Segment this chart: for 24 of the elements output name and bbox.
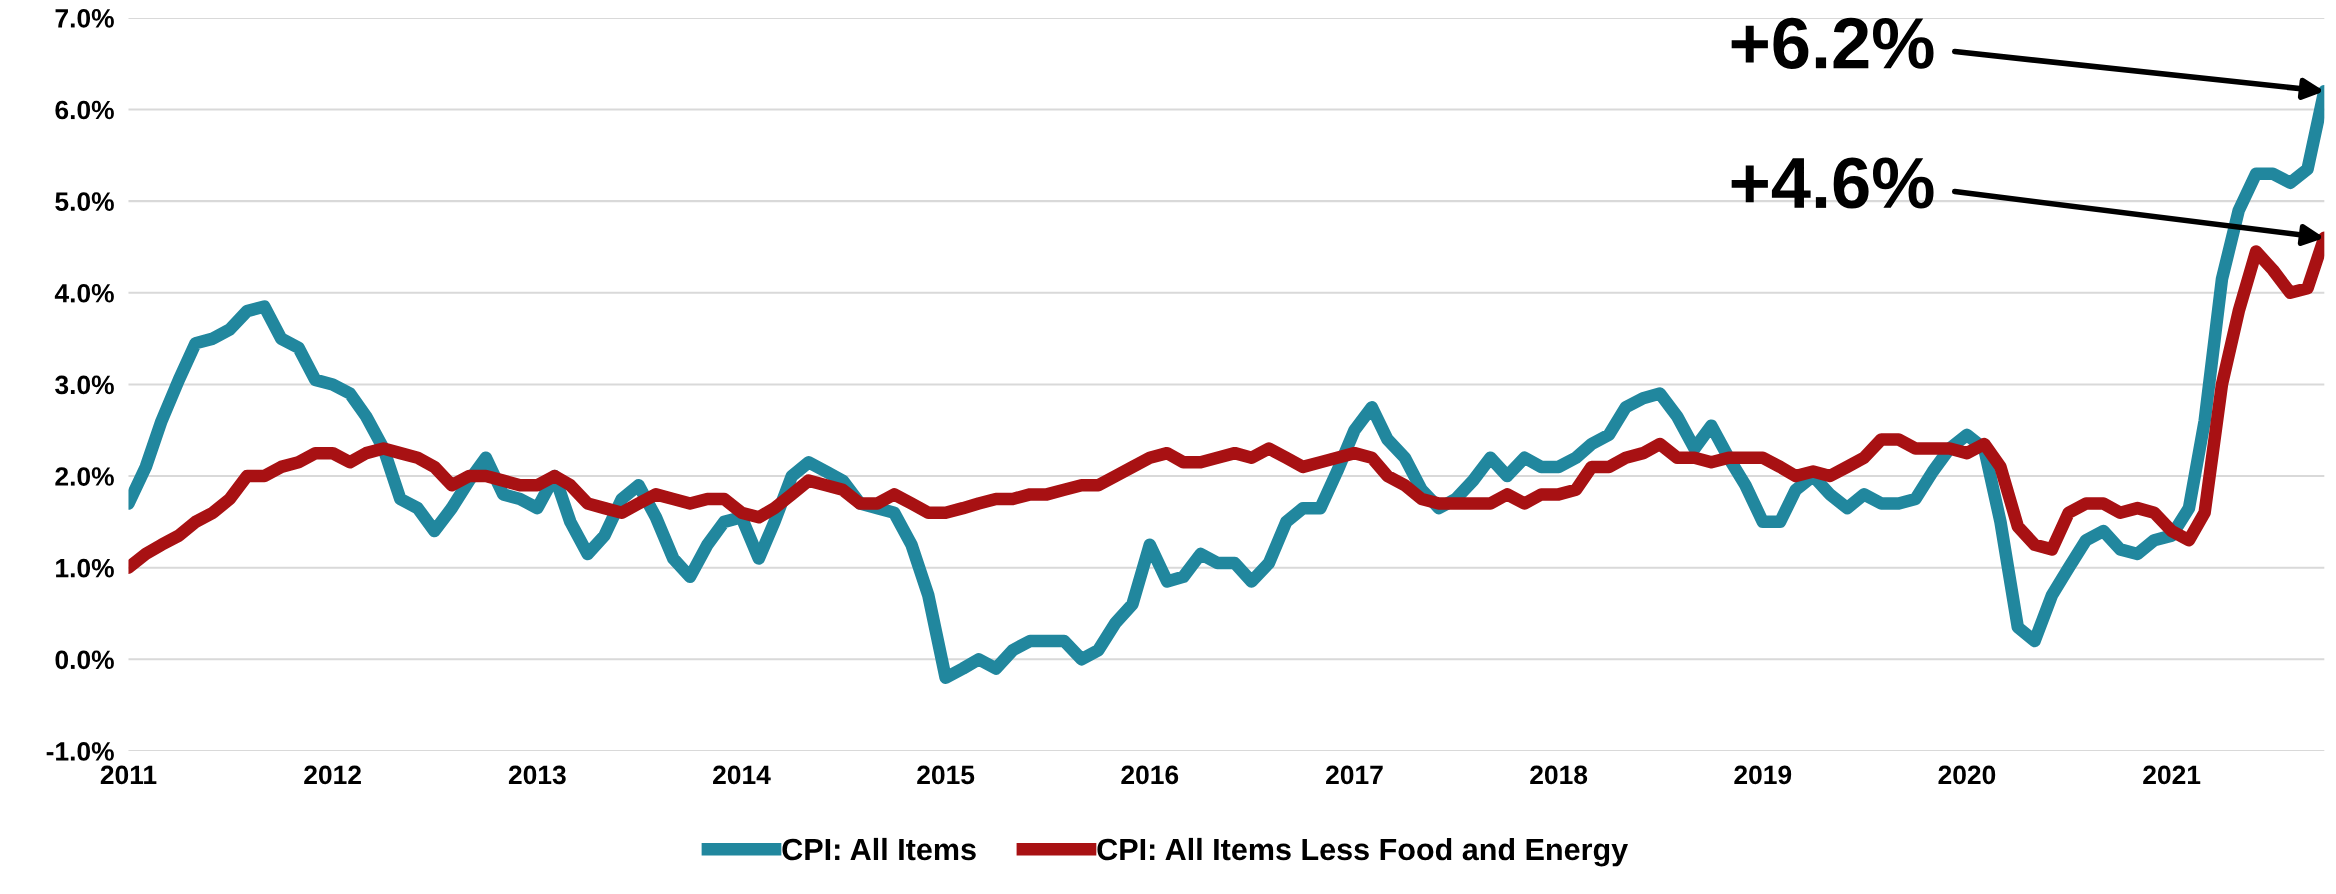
x-tick-label: 2015 (917, 765, 975, 785)
x-tick-label: 2011 (100, 765, 157, 785)
y-tick-label: 3.0% (55, 375, 114, 395)
x-tick-label: 2018 (1530, 765, 1588, 785)
x-tick-label: 2014 (713, 765, 771, 785)
y-tick-label: 2.0% (55, 467, 114, 486)
x-tick-label: 2020 (1938, 765, 1996, 785)
y-tick-label: 6.0% (55, 100, 114, 120)
x-tick-label: 2012 (304, 765, 361, 785)
x-tick-label: 2019 (1734, 765, 1792, 785)
y-tick-label: 0.0% (55, 650, 114, 670)
y-tick-label: 5.0% (55, 192, 114, 211)
annotation: +6.2% (1731, 17, 1934, 69)
x-tick-label: 2016 (1121, 765, 1179, 785)
annotation: +4.6% (1731, 157, 1934, 209)
x-tick-label: 2013 (508, 765, 566, 785)
y-tick-label: 4.0% (54, 283, 114, 303)
legend-label: CPI: All Items Less Food and Energy (1097, 837, 1628, 867)
y-tick-label: 1.0% (56, 558, 114, 578)
x-tick-label: 2021 (2143, 765, 2201, 785)
y-tick-label: 7.0% (55, 9, 114, 28)
y-tick-label: -1.0% (46, 742, 114, 761)
x-tick-label: 2017 (1326, 765, 1383, 785)
legend-label: CPI: All Items (782, 837, 976, 861)
